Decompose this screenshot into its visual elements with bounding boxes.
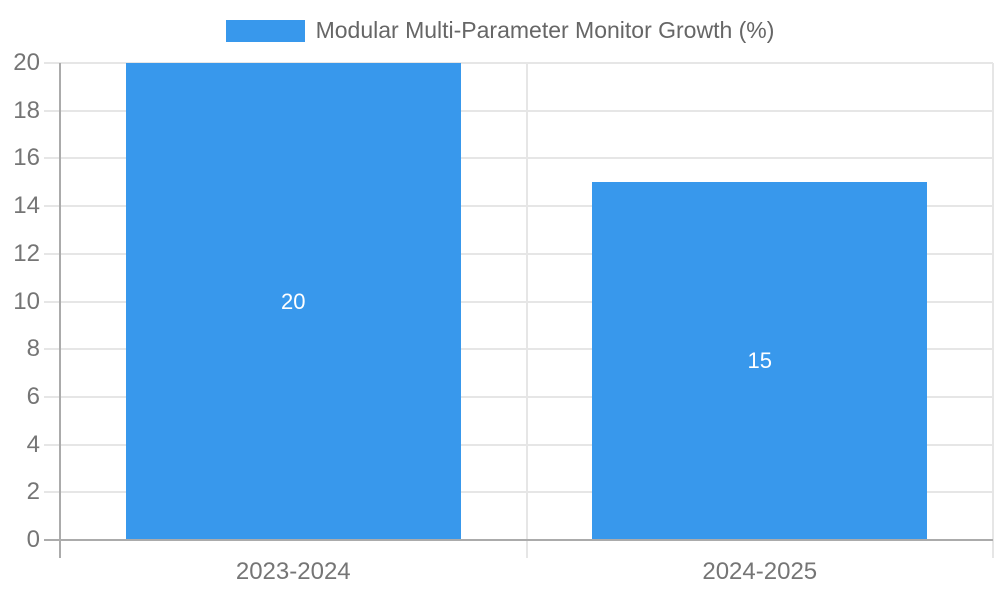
x-tick-label: 2023-2024 xyxy=(235,558,351,585)
y-tick-label: 4 xyxy=(26,430,40,458)
y-tick-label: 20 xyxy=(13,49,40,76)
y-tick-label: 16 xyxy=(13,144,40,172)
y-tick-mark xyxy=(44,395,60,398)
y-tick-label: 8 xyxy=(26,335,40,363)
y-tick-label: 0 xyxy=(26,526,40,553)
bar[interactable]: 15 xyxy=(592,182,928,540)
y-axis-line xyxy=(59,63,61,558)
y-tick-label: 12 xyxy=(13,239,40,267)
y-tick-mark xyxy=(44,109,60,112)
category-boundary-gridline xyxy=(525,63,528,558)
y-tick-mark xyxy=(44,252,60,255)
category-boundary-gridline xyxy=(992,63,994,558)
y-tick-label: 6 xyxy=(26,382,40,410)
legend-label: Modular Multi-Parameter Monitor Growth (… xyxy=(315,17,775,43)
y-tick-mark xyxy=(44,157,60,160)
bar-value-label: 20 xyxy=(281,288,306,314)
bar-value-label: 15 xyxy=(747,348,772,374)
y-tick-label: 14 xyxy=(13,192,40,220)
y-tick-mark xyxy=(44,443,60,446)
y-tick-label: 2 xyxy=(26,478,40,506)
y-tick-mark xyxy=(44,348,60,351)
x-axis-line xyxy=(44,539,993,541)
y-tick-label: 10 xyxy=(13,287,40,315)
y-tick-mark xyxy=(44,62,60,64)
y-tick-mark xyxy=(44,205,60,208)
chart-legend[interactable]: Modular Multi-Parameter Monitor Growth (… xyxy=(0,19,1000,42)
x-tick-label: 2024-2025 xyxy=(702,558,818,585)
y-tick-label: 18 xyxy=(13,96,40,124)
bar[interactable]: 20 xyxy=(125,63,461,540)
y-tick-mark xyxy=(44,300,60,303)
legend-swatch-icon xyxy=(225,19,305,42)
y-tick-mark xyxy=(44,491,60,494)
